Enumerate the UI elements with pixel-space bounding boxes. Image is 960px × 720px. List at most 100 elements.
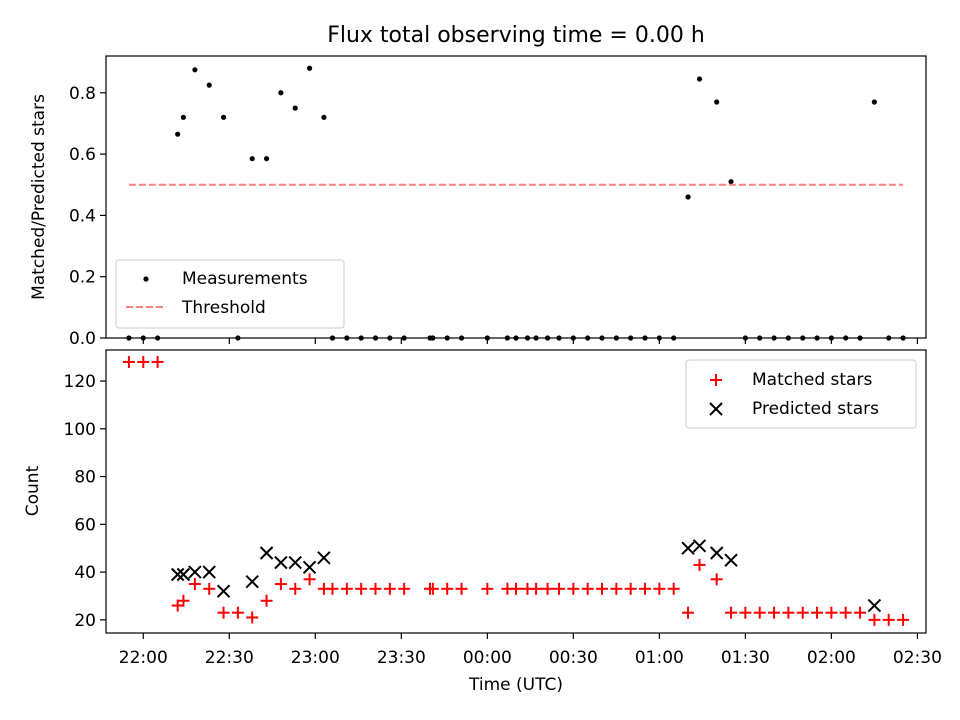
- bottom-y-ticks: 20 40 60 80 100 120: [64, 372, 106, 631]
- y-tick-label: 0.8: [69, 84, 96, 104]
- measurement-point: [372, 335, 379, 341]
- matched-stars-point: [825, 606, 838, 619]
- matched-stars-point: [122, 355, 135, 368]
- measurement-point: [685, 194, 691, 200]
- measurement-point: [484, 335, 490, 341]
- predicted-stars-point: [176, 567, 191, 582]
- measurement-point: [140, 335, 146, 341]
- matched-stars-point: [897, 613, 910, 626]
- matched-stars-point: [882, 613, 895, 626]
- matched-stars-point: [151, 355, 164, 368]
- legend-matched-marker: [710, 374, 722, 386]
- measurement-point: [444, 335, 450, 341]
- measurement-point: [263, 156, 270, 162]
- measurement-point: [857, 335, 863, 341]
- measurement-point: [278, 90, 284, 96]
- matched-stars-point: [739, 606, 752, 619]
- top-y-axis-label: Matched/Predicted stars: [29, 94, 49, 300]
- measurement-point: [306, 65, 313, 71]
- x-tick-label: 22:30: [205, 648, 254, 668]
- matched-stars-point: [441, 582, 454, 595]
- measurement-point: [544, 335, 551, 341]
- measurement-point: [696, 76, 703, 82]
- y-tick-label: 40: [74, 563, 96, 583]
- matched-stars-point: [567, 582, 580, 595]
- legend-threshold-label: Threshold: [181, 298, 266, 318]
- predicted-stars-point: [302, 560, 317, 575]
- measurement-point: [900, 335, 906, 341]
- matched-stars-point: [553, 582, 566, 595]
- matched-stars-point: [624, 582, 637, 595]
- bottom-panel: 20 40 60 80 100 120 22:00 22:30 23:00 23:30 00:00…: [23, 349, 942, 695]
- measurement-point: [401, 335, 407, 341]
- measurement-point: [671, 335, 677, 341]
- measurement-point: [235, 335, 241, 341]
- predicted-stars-point: [245, 574, 259, 589]
- bottom-axes-frame: [105, 349, 927, 634]
- measurement-point: [126, 335, 132, 341]
- matched-stars-point: [710, 573, 723, 586]
- measurement-point: [785, 335, 791, 341]
- x-tick-label: 00:00: [463, 648, 512, 668]
- predicted-stars-point: [867, 598, 882, 613]
- matched-stars-point: [653, 582, 666, 595]
- predicted-stars-point: [709, 546, 724, 560]
- measurement-point: [387, 335, 393, 341]
- predicted-stars-point: [274, 555, 288, 570]
- matched-stars-point: [355, 582, 368, 595]
- predicted-stars-point: [188, 565, 202, 579]
- measurement-point: [828, 335, 834, 341]
- legend-predicted-label: Predicted stars: [752, 399, 879, 419]
- top-marks: [126, 65, 906, 341]
- measurement-point: [155, 335, 161, 341]
- x-tick-label: 01:00: [635, 648, 684, 668]
- matched-stars-point: [398, 582, 411, 595]
- matched-stars-point: [246, 611, 259, 624]
- y-tick-label: 120: [64, 372, 96, 392]
- measurement-point: [742, 335, 748, 341]
- matched-stars-point: [839, 606, 852, 619]
- matched-stars-point: [667, 582, 680, 595]
- x-tick-label: 01:30: [721, 648, 770, 668]
- matched-stars-point: [854, 606, 867, 619]
- matched-stars-point: [426, 582, 439, 595]
- x-tick-label: 23:30: [377, 648, 426, 668]
- matched-stars-point: [188, 578, 201, 591]
- matched-stars-point: [581, 582, 594, 595]
- matched-stars-point: [455, 582, 468, 595]
- legend-matched-label: Matched stars: [752, 370, 872, 390]
- measurement-point: [843, 335, 849, 341]
- matched-stars-point: [796, 606, 809, 619]
- predicted-stars-point: [259, 546, 274, 560]
- measurement-point: [344, 335, 350, 341]
- measurement-point: [714, 99, 720, 105]
- matched-stars-point: [610, 582, 623, 595]
- measurement-point: [175, 131, 181, 137]
- matched-stars-point: [753, 606, 766, 619]
- matched-stars-point: [782, 606, 795, 619]
- legend-predicted-marker: [709, 402, 723, 416]
- predicted-stars-point: [681, 541, 695, 555]
- measurement-point: [358, 335, 364, 341]
- matched-stars-point: [530, 582, 543, 595]
- matched-stars-point: [326, 582, 339, 595]
- matched-stars-point: [510, 582, 522, 595]
- predicted-stars-point: [317, 551, 331, 565]
- measurement-point: [180, 114, 187, 120]
- measurement-point: [757, 335, 763, 341]
- measurement-point: [728, 179, 734, 185]
- matched-stars-point: [177, 594, 190, 607]
- measurement-point: [599, 335, 605, 341]
- matched-stars-point: [682, 606, 695, 619]
- matched-stars-point: [231, 606, 244, 619]
- measurement-point: [513, 335, 519, 341]
- measurement-point: [871, 99, 877, 105]
- bottom-legend: Matched stars Predicted stars: [685, 359, 917, 429]
- measurement-point: [628, 335, 634, 341]
- chart-title: Flux total observing time = 0.00 h: [327, 23, 705, 48]
- measurement-point: [642, 335, 648, 341]
- y-tick-label: 0.6: [69, 145, 96, 165]
- x-tick-label: 02:30: [893, 648, 942, 668]
- predicted-stars-point: [202, 565, 216, 579]
